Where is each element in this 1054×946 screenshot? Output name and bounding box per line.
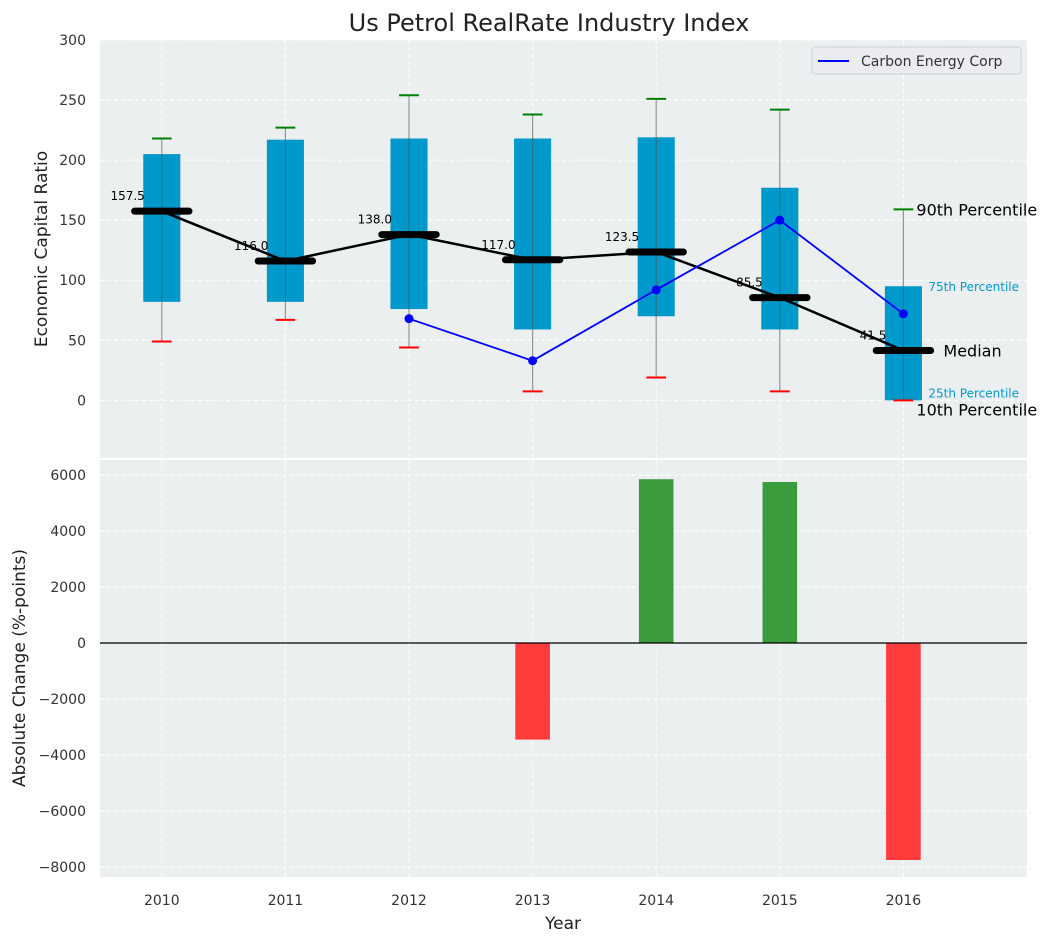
carbon-energy-point [898,309,908,319]
y-tick-label: 50 [68,333,86,349]
carbon-energy-point [775,215,785,225]
x-tick-label: 2016 [886,893,922,909]
x-tick-label: 2014 [638,893,674,909]
x-tick-label: 2012 [391,893,427,909]
median-label: 123.5 [605,230,639,244]
median-label: 85.5 [736,276,763,290]
bottom-plot-area [100,460,1027,877]
chart-title: Us Petrol RealRate Industry Index [349,9,750,37]
carbon-energy-point [651,285,661,295]
y-tick-label: 4000 [50,524,86,540]
y-tick-label: 0 [77,636,86,652]
median-label: 41.5 [860,328,887,342]
median-label: 117.0 [481,238,515,252]
annotation-median: Median [943,341,1001,360]
median-label: 138.0 [358,213,392,227]
top-y-axis-label: Economic Capital Ratio [32,151,52,347]
annotation-p10: 10th Percentile [916,400,1037,419]
y-tick-label: −2000 [39,692,86,708]
legend-box [811,46,1022,75]
y-tick-label: 0 [77,393,86,409]
y-tick-label: 300 [59,33,86,49]
median-label: 116.0 [234,239,268,253]
x-tick-label: 2010 [144,893,180,909]
change-bar [762,482,798,644]
y-tick-label: −8000 [39,860,86,876]
annotation-p75: 75th Percentile [928,280,1019,294]
change-bar [638,479,674,644]
change-bar [886,643,921,861]
y-tick-label: 2000 [50,580,86,596]
y-tick-label: 250 [59,93,86,109]
y-tick-label: 100 [59,273,86,289]
x-tick-label: 2015 [762,893,798,909]
legend-label: Carbon Energy Corp [861,54,1002,70]
annotation-p25: 25th Percentile [928,386,1019,400]
x-tick-label: 2013 [515,893,551,909]
x-axis-label: Year [544,914,581,934]
y-tick-label: −4000 [39,748,86,764]
carbon-energy-point [404,314,414,324]
x-tick-label: 2011 [268,893,304,909]
annotation-p90: 90th Percentile [916,200,1037,219]
median-label: 157.5 [110,189,144,203]
y-tick-label: 6000 [50,468,86,484]
change-bar [515,643,550,740]
y-tick-label: −6000 [39,804,86,820]
carbon-energy-point [528,356,538,366]
legend: Carbon Energy Corp [811,46,1022,75]
bottom-y-axis-label: Absolute Change (%-points) [10,549,30,787]
y-tick-label: 200 [59,153,86,169]
y-tick-label: 150 [59,213,86,229]
